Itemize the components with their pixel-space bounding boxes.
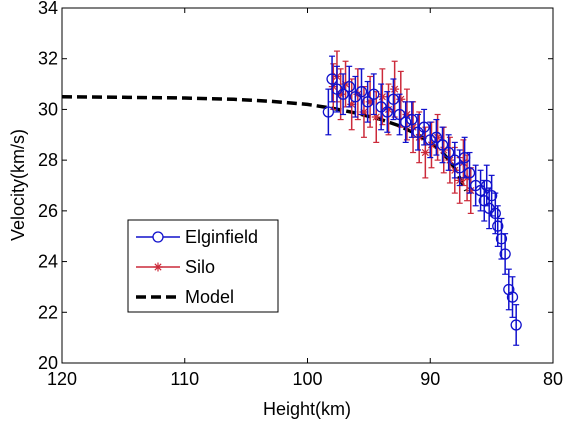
y-tick-label: 34 (38, 0, 58, 18)
data-point (393, 108, 406, 121)
x-axis-title: Height(km) (263, 399, 351, 419)
data-point (492, 220, 504, 232)
data-point (436, 139, 449, 151)
legend-entry-silo: Silo (136, 257, 215, 277)
x-tick-label: 120 (47, 369, 77, 389)
data-point (510, 319, 522, 331)
data-point (384, 104, 394, 114)
data-point (359, 107, 369, 117)
data-point (424, 134, 436, 146)
data-point (402, 110, 412, 119)
legend: Elginfield Silo Model (127, 219, 279, 313)
x-tick-label: 110 (170, 369, 199, 389)
data-point (322, 106, 335, 118)
data-point (463, 167, 476, 179)
axis-layer: 120 110 100 90 80 20 22 24 26 28 30 32 34 (38, 0, 563, 389)
data-point (387, 93, 400, 105)
data-point (355, 86, 368, 98)
data-point (343, 80, 355, 93)
data-point (430, 131, 443, 143)
data-point (495, 233, 508, 245)
data-point (443, 146, 455, 159)
data-point (506, 291, 519, 303)
data-point (361, 96, 374, 108)
data-layer (61, 50, 522, 346)
data-point (400, 116, 412, 128)
data-point (381, 106, 393, 118)
data-point (406, 113, 418, 126)
data-point (396, 94, 406, 104)
legend-marker-elginfield (152, 231, 164, 243)
data-point (485, 189, 498, 202)
y-tick-label: 28 (38, 150, 58, 170)
data-point (499, 248, 511, 260)
data-point (368, 88, 380, 100)
data-point (337, 88, 349, 100)
y-tick-label: 26 (38, 201, 58, 221)
legend-label-silo: Silo (185, 257, 215, 277)
data-point (365, 97, 375, 107)
y-tick-label: 22 (38, 302, 58, 322)
data-point (408, 122, 418, 132)
data-point (371, 112, 381, 122)
x-tick-label: 90 (420, 369, 440, 389)
y-tick-label: 20 (38, 353, 58, 373)
x-tick-label: 80 (543, 369, 563, 389)
data-point (418, 121, 430, 133)
data-point (489, 207, 501, 220)
legend-entries: Elginfield Silo Model (136, 227, 258, 307)
y-tick-label: 30 (38, 99, 58, 119)
data-point (347, 99, 357, 109)
legend-label-elginfield: Elginfield (185, 227, 258, 247)
legend-entry-elginfield: Elginfield (136, 227, 258, 247)
data-point (466, 186, 476, 196)
data-point (377, 92, 387, 102)
data-point (336, 89, 346, 99)
x-tick-label: 100 (292, 369, 322, 389)
legend-label-model: Model (185, 287, 234, 307)
y-axis-title: Velocity(km/s) (8, 129, 28, 241)
y-tick-label: 24 (38, 252, 58, 272)
data-point (420, 148, 430, 158)
y-tick-label: 32 (38, 49, 58, 69)
series-elginfield (322, 55, 522, 346)
legend-entry-model: Model (136, 287, 234, 307)
data-point (433, 132, 443, 142)
data-point (390, 84, 400, 94)
legend-marker-silo (153, 262, 163, 272)
